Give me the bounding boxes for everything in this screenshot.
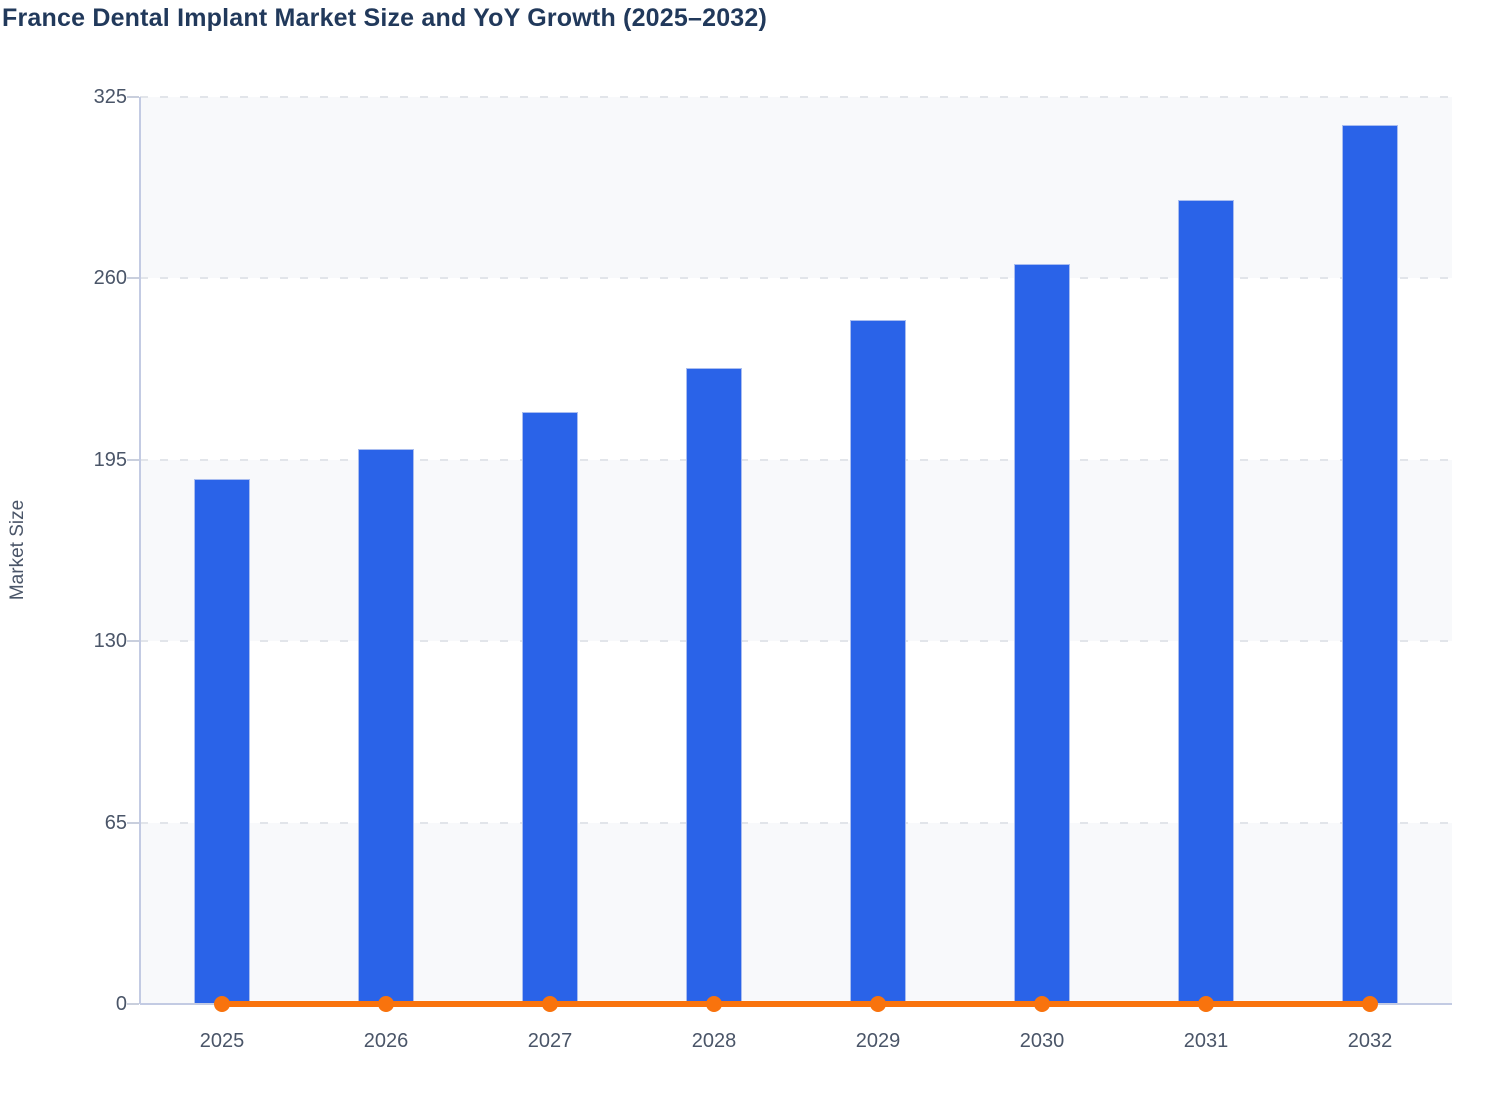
y-tick-label-325: 325 <box>93 86 127 108</box>
plot-band <box>140 822 1452 1004</box>
chart-title: France Dental Implant Market Size and Yo… <box>2 4 768 32</box>
x-tick-label-2027: 2027 <box>527 1030 573 1052</box>
gridline-325 <box>140 96 1452 98</box>
y-axis-tick <box>127 1003 139 1005</box>
plot-area: 0 65 130 195 260 325 2025 2026 2027 2028 2029 2030 2… <box>94 87 1452 1052</box>
yoy-growth-line <box>222 1001 1370 1007</box>
yoy-marker-2028 <box>706 996 722 1012</box>
bar-2032 <box>1342 124 1398 1004</box>
yoy-marker-2025 <box>214 996 230 1012</box>
y-tick-label-65: 65 <box>104 811 127 834</box>
y-tick-label-195: 195 <box>93 448 127 471</box>
y-tick-label-0: 0 <box>115 993 127 1015</box>
bar-2031 <box>1178 200 1234 1004</box>
yoy-marker-2031 <box>1198 996 1214 1012</box>
y-axis-tick <box>127 277 139 280</box>
yoy-marker-2027 <box>542 996 558 1012</box>
y-axis-line <box>139 97 141 1004</box>
gridline-65 <box>140 821 1452 824</box>
yoy-marker-2032 <box>1362 996 1378 1012</box>
yoy-marker-2029 <box>870 996 886 1012</box>
yoy-marker-2030 <box>1034 996 1050 1012</box>
y-axis-title: Market Size <box>7 499 28 601</box>
x-tick-label-2025: 2025 <box>199 1030 245 1052</box>
bar-2025 <box>194 479 250 1004</box>
y-axis-tick <box>127 640 139 643</box>
x-tick-label-2028: 2028 <box>691 1030 737 1052</box>
plot-band <box>140 459 1452 642</box>
bar-2030 <box>1014 264 1070 1004</box>
plot-band <box>140 97 1452 279</box>
y-axis-tick <box>127 96 139 98</box>
bar-2027 <box>522 412 578 1004</box>
y-tick-label-260: 260 <box>93 267 127 290</box>
bar-2028 <box>686 367 742 1004</box>
x-tick-label-2032: 2032 <box>1347 1030 1393 1052</box>
bar-2029 <box>850 320 906 1004</box>
gridline-195 <box>140 458 1452 461</box>
y-axis-tick <box>127 821 139 824</box>
yoy-marker-2026 <box>378 996 394 1012</box>
y-tick-label-130: 130 <box>93 630 127 653</box>
x-tick-label-2029: 2029 <box>855 1030 901 1052</box>
x-tick-label-2031: 2031 <box>1183 1030 1229 1052</box>
y-axis-tick <box>127 458 139 461</box>
bar-2026 <box>358 448 414 1004</box>
x-tick-label-2030: 2030 <box>1019 1030 1065 1052</box>
gridline-260 <box>140 277 1452 280</box>
gridline-130 <box>140 640 1452 643</box>
x-tick-label-2026: 2026 <box>363 1030 409 1052</box>
